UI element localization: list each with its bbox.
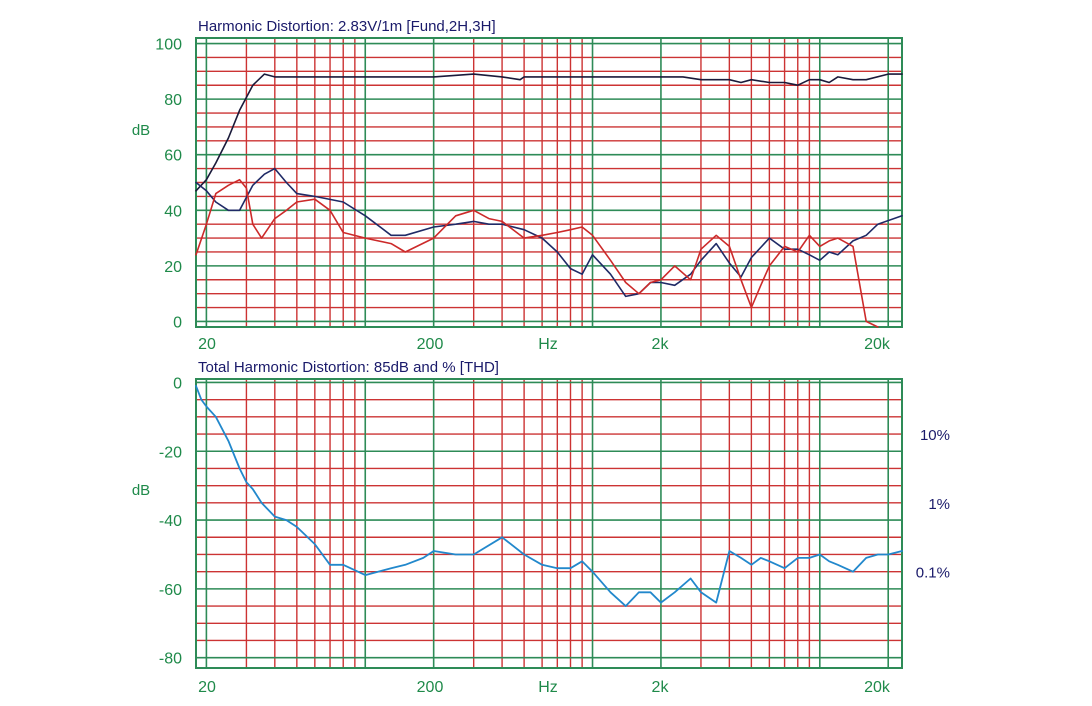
- y-tick-label: 80: [164, 92, 182, 109]
- y-tick-label: 0: [173, 314, 182, 331]
- percent-label: 1%: [928, 496, 950, 513]
- y-tick-label: -20: [159, 444, 182, 461]
- y-tick-label: 40: [164, 203, 182, 220]
- series-line-fund: [195, 73, 903, 192]
- series-line-h3: [195, 178, 879, 328]
- chart-panel-2: Total Harmonic Distortion: 85dB and % [T…: [132, 359, 950, 696]
- y-tick-label: 100: [155, 37, 182, 54]
- y-tick-label: -40: [159, 513, 182, 530]
- x-tick-label: 20: [198, 336, 216, 353]
- y-tick-label: -80: [159, 651, 182, 668]
- chart-title: Harmonic Distortion: 2.83V/1m [Fund,2H,3…: [198, 18, 496, 35]
- series-line-thd: [195, 384, 903, 607]
- x-tick-label: 20k: [864, 679, 891, 696]
- x-tick-label: 2k: [652, 679, 670, 696]
- y-axis-label: dB: [132, 482, 150, 499]
- y-tick-label: 0: [173, 375, 182, 392]
- y-tick-label: -60: [159, 582, 182, 599]
- chart-title: Total Harmonic Distortion: 85dB and % [T…: [198, 359, 499, 376]
- series-line-h2: [195, 167, 903, 298]
- plot-frame: [195, 378, 903, 669]
- y-axis-label: dB: [132, 122, 150, 139]
- x-tick-label: 20: [198, 679, 216, 696]
- percent-label: 10%: [920, 427, 950, 444]
- x-tick-label: 200: [417, 336, 444, 353]
- x-tick-label: 2k: [652, 336, 670, 353]
- x-axis-label: Hz: [538, 336, 558, 353]
- y-tick-label: 20: [164, 259, 182, 276]
- percent-label: 0.1%: [916, 565, 950, 582]
- y-tick-label: 60: [164, 148, 182, 165]
- x-tick-label: 20k: [864, 336, 891, 353]
- chart-panel-1: Harmonic Distortion: 2.83V/1m [Fund,2H,3…: [132, 18, 903, 353]
- x-tick-label: 200: [417, 679, 444, 696]
- x-axis-label: Hz: [538, 679, 558, 696]
